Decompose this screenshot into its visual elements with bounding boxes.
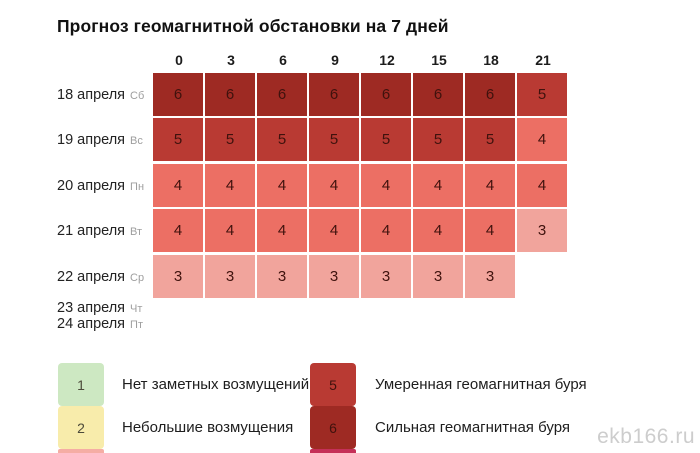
legend-label-5: Умеренная геомагнитная буря — [375, 376, 587, 393]
row-date: 20 апреля — [57, 177, 126, 194]
row-weekday: Пн — [130, 180, 145, 193]
forecast-cell: 5 — [257, 118, 307, 161]
forecast-cell: 3 — [309, 255, 359, 298]
row-label-1: 18 апреля Сб — [57, 73, 144, 116]
forecast-cell: 4 — [361, 164, 411, 207]
row-date: 22 апреля — [57, 268, 126, 285]
forecast-cell: 4 — [153, 164, 203, 207]
forecast-cell: 4 — [465, 164, 515, 207]
row-weekday: Ср — [130, 271, 145, 284]
row-date: 19 апреля — [57, 131, 126, 148]
hour-header-9: 9 — [331, 52, 339, 68]
forecast-cell: 4 — [309, 209, 359, 252]
forecast-cell: 3 — [465, 255, 515, 298]
row-date: 21 апреля — [57, 222, 126, 239]
row-weekday: Сб — [130, 89, 145, 102]
row-label-2: 19 апреля Вс — [57, 118, 143, 161]
legend-swatch-1: 1 — [58, 363, 104, 406]
forecast-cell: 6 — [153, 73, 203, 116]
forecast-cell: 5 — [205, 118, 255, 161]
hour-header-6: 6 — [279, 52, 287, 68]
forecast-cell: 4 — [361, 209, 411, 252]
forecast-cell: 5 — [309, 118, 359, 161]
forecast-cell: 5 — [153, 118, 203, 161]
row-label-5: 22 апреля Ср — [57, 255, 144, 298]
forecast-cell: 3 — [153, 255, 203, 298]
legend-label-6: Сильная геомагнитная буря — [375, 419, 570, 436]
row-label-4: 21 апреля Вт — [57, 209, 142, 252]
forecast-cell: 4 — [257, 164, 307, 207]
legend-swatch-5: 5 — [310, 363, 356, 406]
forecast-cell: 4 — [153, 209, 203, 252]
row-date: 24 апреля — [57, 316, 126, 332]
forecast-cell: 3 — [205, 255, 255, 298]
row-weekday: Чт — [130, 303, 143, 315]
legend-next-item-sliver-left — [58, 449, 104, 453]
forecast-cell: 6 — [205, 73, 255, 116]
watermark: ekb166.ru — [597, 425, 695, 448]
row-date: 23 апреля — [57, 300, 126, 316]
forecast-cell: 3 — [517, 209, 567, 252]
hour-header-0: 0 — [175, 52, 183, 68]
forecast-cell: 4 — [517, 164, 567, 207]
hour-header-18: 18 — [483, 52, 499, 68]
forecast-cell: 5 — [361, 118, 411, 161]
hour-header-12: 12 — [379, 52, 395, 68]
forecast-cell: 4 — [257, 209, 307, 252]
forecast-cell: 5 — [465, 118, 515, 161]
forecast-cell: 4 — [205, 164, 255, 207]
legend-swatch-6: 6 — [310, 406, 356, 449]
legend-label-2: Небольшие возмущения — [122, 419, 294, 436]
row-weekday: Вс — [130, 134, 143, 147]
hour-header-3: 3 — [227, 52, 235, 68]
legend-next-item-sliver-right — [310, 449, 356, 453]
row-label-3: 20 апреля Пн — [57, 164, 144, 207]
row-label-7: 24 апреля Пт — [57, 316, 143, 332]
forecast-cell: 6 — [361, 73, 411, 116]
forecast-cell: 6 — [309, 73, 359, 116]
row-date: 18 апреля — [57, 86, 126, 103]
row-label-6: 23 апреля Чт — [57, 300, 142, 316]
legend-label-1: Нет заметных возмущений — [122, 376, 310, 393]
forecast-cell: 3 — [413, 255, 463, 298]
forecast-cell: 3 — [361, 255, 411, 298]
forecast-cell: 4 — [517, 118, 567, 161]
forecast-cell: 6 — [413, 73, 463, 116]
row-weekday: Вт — [130, 225, 143, 238]
forecast-cell: 5 — [517, 73, 567, 116]
hour-header-21: 21 — [535, 52, 551, 68]
forecast-cell: 4 — [413, 164, 463, 207]
legend-swatch-2: 2 — [58, 406, 104, 449]
forecast-cell: 5 — [413, 118, 463, 161]
forecast-cell: 4 — [205, 209, 255, 252]
forecast-cell: 6 — [465, 73, 515, 116]
page-title: Прогноз геомагнитной обстановки на 7 дне… — [57, 16, 449, 36]
hour-header-15: 15 — [431, 52, 447, 68]
forecast-cell: 6 — [257, 73, 307, 116]
forecast-cell: 4 — [413, 209, 463, 252]
row-weekday: Пт — [130, 319, 143, 331]
forecast-cell: 3 — [257, 255, 307, 298]
forecast-cell: 4 — [309, 164, 359, 207]
forecast-cell: 4 — [465, 209, 515, 252]
